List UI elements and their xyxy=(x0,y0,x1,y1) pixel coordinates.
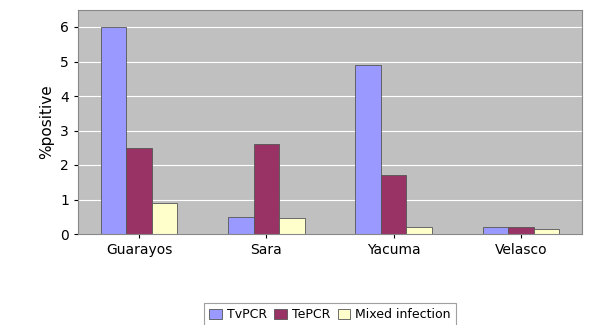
Y-axis label: %positive: %positive xyxy=(40,84,55,159)
Bar xyxy=(254,144,279,234)
Bar xyxy=(483,227,508,234)
Bar xyxy=(152,203,177,234)
Bar xyxy=(381,176,406,234)
Bar xyxy=(533,229,559,234)
Bar xyxy=(279,218,305,234)
Bar xyxy=(508,227,533,234)
Bar xyxy=(101,27,127,234)
Bar xyxy=(406,227,432,234)
Legend: TvPCR, TePCR, Mixed infection: TvPCR, TePCR, Mixed infection xyxy=(204,304,456,325)
Bar xyxy=(355,65,381,234)
Bar xyxy=(127,148,152,234)
Bar xyxy=(228,217,254,234)
